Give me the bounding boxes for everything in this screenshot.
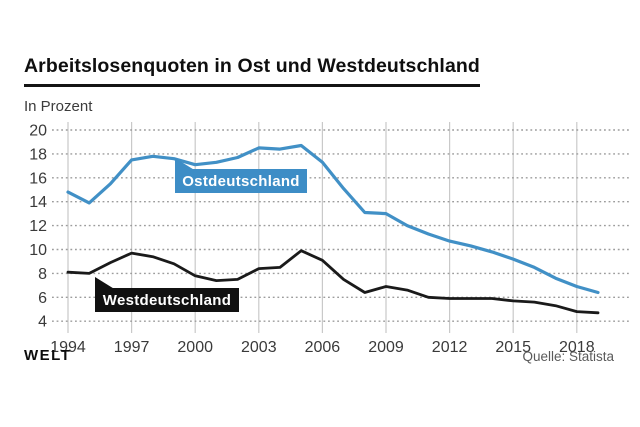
y-axis-tick-label: 12 bbox=[29, 218, 47, 235]
x-axis-tick-label: 2009 bbox=[368, 339, 404, 356]
x-axis-tick-label: 1994 bbox=[50, 339, 86, 356]
x-axis-tick-label: 2012 bbox=[432, 339, 468, 356]
y-axis-tick-label: 18 bbox=[29, 146, 47, 163]
y-axis-tick-label: 14 bbox=[29, 194, 47, 211]
source-credit: Quelle: Statista bbox=[522, 349, 614, 364]
westdeutschland-label-pointer bbox=[95, 277, 116, 290]
x-axis-tick-label: 2000 bbox=[177, 339, 213, 356]
y-axis-tick-label: 4 bbox=[38, 314, 47, 331]
y-axis-tick-label: 8 bbox=[38, 266, 47, 283]
westdeutschland-label-box bbox=[95, 288, 239, 312]
x-axis-tick-label: 2006 bbox=[305, 339, 341, 356]
welt-logo: WELT bbox=[24, 347, 72, 364]
x-axis-tick-label: 1997 bbox=[114, 339, 150, 356]
x-axis-tick-label: 2018 bbox=[559, 339, 595, 356]
chart-unit-label: In Prozent bbox=[24, 98, 93, 115]
y-axis-tick-label: 20 bbox=[29, 123, 47, 140]
westdeutschland-line bbox=[66, 249, 600, 315]
y-axis-tick-label: 10 bbox=[29, 242, 47, 259]
x-axis-tick-label: 2003 bbox=[241, 339, 277, 356]
y-axis-tick-label: 6 bbox=[38, 290, 47, 307]
ostdeutschland-label-box bbox=[175, 169, 307, 193]
y-axis-tick-label: 16 bbox=[29, 170, 47, 187]
ostdeutschland-label: Ostdeutschland bbox=[182, 173, 300, 190]
ostdeutschland-line bbox=[66, 143, 600, 295]
x-axis-tick-label: 2015 bbox=[495, 339, 531, 356]
westdeutschland-label: Westdeutschland bbox=[103, 292, 231, 309]
ostdeutschland-label-pointer bbox=[175, 158, 196, 171]
page-title: Arbeitslosenquoten in Ost und Westdeutsc… bbox=[24, 55, 480, 88]
